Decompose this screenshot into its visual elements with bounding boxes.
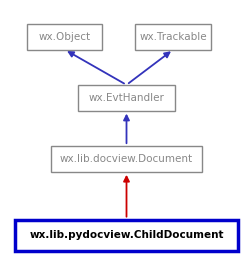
Bar xyxy=(78,85,174,111)
Text: wx.Trackable: wx.Trackable xyxy=(139,32,206,42)
Text: wx.lib.docview.Document: wx.lib.docview.Document xyxy=(60,154,192,164)
Text: wx.Object: wx.Object xyxy=(38,32,90,42)
Text: wx.lib.pydocview.ChildDocument: wx.lib.pydocview.ChildDocument xyxy=(29,230,223,240)
Bar xyxy=(15,220,237,251)
Bar xyxy=(135,24,210,50)
Bar xyxy=(26,24,102,50)
Text: wx.EvtHandler: wx.EvtHandler xyxy=(88,93,164,103)
Bar xyxy=(50,146,202,172)
